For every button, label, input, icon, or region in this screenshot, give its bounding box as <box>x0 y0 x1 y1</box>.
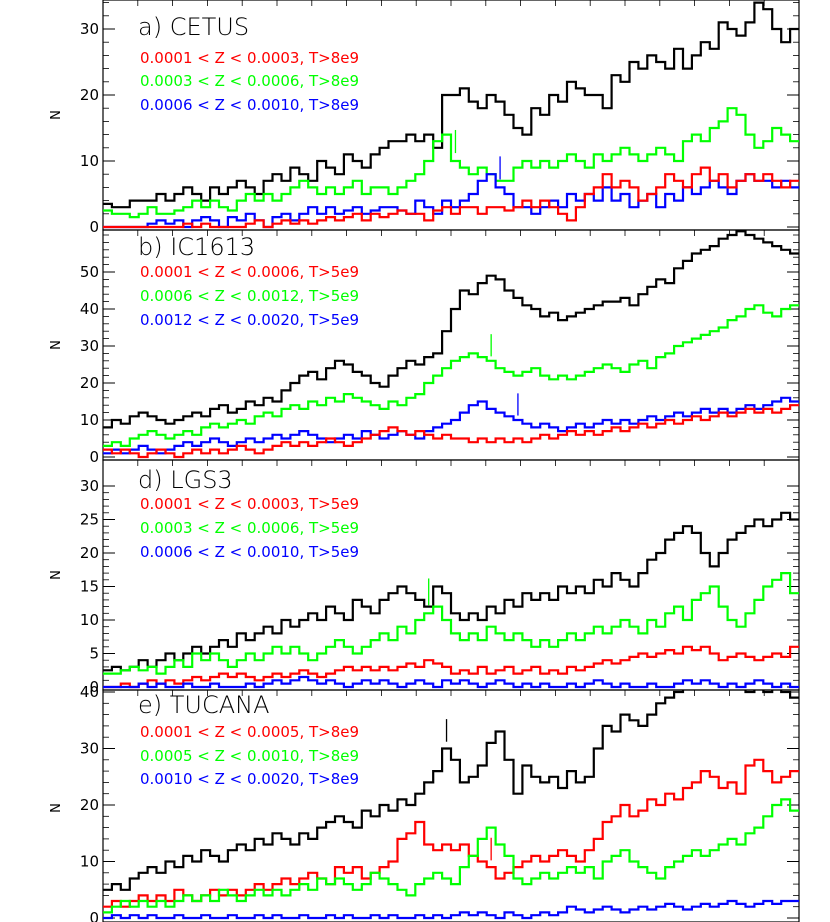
series-line <box>103 572 799 675</box>
y-tick-label: 20 <box>80 796 99 814</box>
panel-title: d) LGS3 <box>138 466 233 494</box>
legend-entry-green: 0.0005 < Z < 0.0010, T>8e9 <box>140 747 359 765</box>
series-line <box>103 396 799 455</box>
y-tick-label: 50 <box>80 263 99 281</box>
y-axis-label: N <box>49 340 64 350</box>
y-tick-label: 20 <box>80 86 99 104</box>
panel-tucana: e) TUCANA 0.0001 < Z < 0.0005, T>8e9 0.0… <box>49 683 800 922</box>
y-tick-label: 0 <box>89 678 99 696</box>
series-line <box>103 511 799 672</box>
y-tick-label: 10 <box>80 411 99 429</box>
series-line <box>103 798 799 914</box>
y-tick-label: 30 <box>80 477 99 495</box>
legend-entry-green: 0.0006 < Z < 0.0012, T>5e9 <box>140 287 359 305</box>
y-tick-label: 0 <box>89 909 99 922</box>
y-axis-label: N <box>49 110 64 120</box>
panel-lgs3: d) LGS3 0.0001 < Z < 0.0003, T>5e9 0.000… <box>49 459 800 696</box>
series-line <box>103 645 799 689</box>
y-axis-label: N <box>49 570 64 580</box>
series-line <box>103 404 799 459</box>
series-line <box>103 1 799 209</box>
legend-entry-red: 0.0001 < Z < 0.0005, T>8e9 <box>140 723 359 741</box>
legend-entry-blue: 0.0012 < Z < 0.0020, T>5e9 <box>140 311 359 329</box>
legend-entry-red: 0.0001 < Z < 0.0003, T>8e9 <box>140 49 359 67</box>
series-line <box>103 675 799 689</box>
series-line <box>103 166 799 229</box>
legend-entry-red: 0.0001 < Z < 0.0006, T>5e9 <box>140 263 359 281</box>
y-tick-label: 40 <box>80 300 99 318</box>
panel-title: e) TUCANA <box>138 691 270 719</box>
legend-entry-blue: 0.0010 < Z < 0.0020, T>8e9 <box>140 770 359 788</box>
y-tick-label: 30 <box>80 740 99 758</box>
y-tick-label: 40 <box>80 683 99 701</box>
y-tick-label: 20 <box>80 544 99 562</box>
panel-title: a) CETUS <box>138 13 249 41</box>
series-line <box>103 230 799 429</box>
series-line <box>103 304 799 447</box>
series-line <box>103 899 799 920</box>
y-tick-label: 10 <box>80 611 99 629</box>
y-tick-label: 10 <box>80 152 99 170</box>
y-tick-label: 30 <box>80 20 99 38</box>
panel-ic1613: b) IC1613 0.0001 < Z < 0.0006, T>5e9 0.0… <box>49 229 800 466</box>
y-tick-label: 30 <box>80 337 99 355</box>
y-tick-label: 25 <box>80 511 99 529</box>
panel-title: b) IC1613 <box>138 233 255 261</box>
panel-cetus: a) CETUS 0.0001 < Z < 0.0003, T>8e9 0.00… <box>49 0 800 236</box>
y-tick-label: 20 <box>80 374 99 392</box>
series-line <box>103 690 799 891</box>
y-tick-label: 0 <box>89 448 99 466</box>
y-tick-label: 5 <box>89 645 99 663</box>
legend-entry-blue: 0.0006 < Z < 0.0010, T>5e9 <box>140 543 359 561</box>
legend-entry-green: 0.0003 < Z < 0.0006, T>5e9 <box>140 519 359 537</box>
y-axis-label: N <box>49 803 64 813</box>
legend-entry-red: 0.0001 < Z < 0.0003, T>5e9 <box>140 495 359 513</box>
y-tick-label: 0 <box>89 218 99 236</box>
y-tick-label: 15 <box>80 578 99 596</box>
legend-entry-blue: 0.0006 < Z < 0.0010, T>8e9 <box>140 96 359 114</box>
y-tick-label: 10 <box>80 853 99 871</box>
legend-entry-green: 0.0003 < Z < 0.0006, T>8e9 <box>140 72 359 90</box>
series-line <box>103 107 799 219</box>
